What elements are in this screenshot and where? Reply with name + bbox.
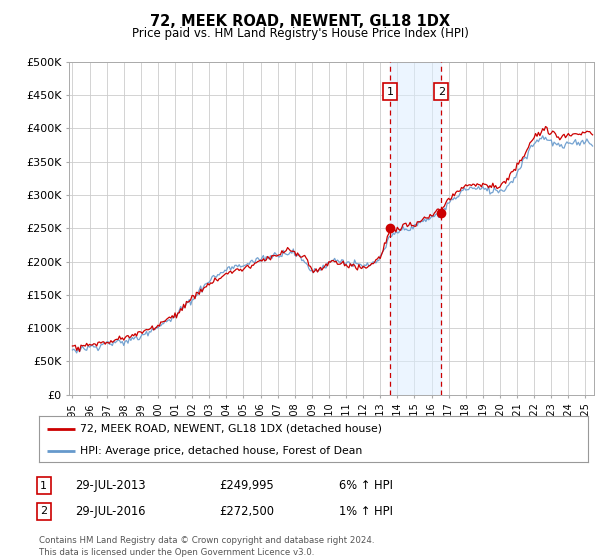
Text: 2: 2 <box>438 87 445 96</box>
Text: HPI: Average price, detached house, Forest of Dean: HPI: Average price, detached house, Fore… <box>80 446 362 455</box>
Bar <box>390 62 441 395</box>
Text: 1: 1 <box>386 87 394 96</box>
Text: 29-JUL-2013: 29-JUL-2013 <box>75 479 146 492</box>
Text: 1: 1 <box>40 480 47 491</box>
Text: 72, MEEK ROAD, NEWENT, GL18 1DX (detached house): 72, MEEK ROAD, NEWENT, GL18 1DX (detache… <box>80 424 382 434</box>
Text: 6% ↑ HPI: 6% ↑ HPI <box>339 479 393 492</box>
Text: £272,500: £272,500 <box>219 505 274 518</box>
Text: 72, MEEK ROAD, NEWENT, GL18 1DX: 72, MEEK ROAD, NEWENT, GL18 1DX <box>150 14 450 29</box>
Text: 29-JUL-2016: 29-JUL-2016 <box>75 505 146 518</box>
Text: £249,995: £249,995 <box>219 479 274 492</box>
Text: Contains HM Land Registry data © Crown copyright and database right 2024.
This d: Contains HM Land Registry data © Crown c… <box>39 536 374 557</box>
Text: 1% ↑ HPI: 1% ↑ HPI <box>339 505 393 518</box>
Text: 2: 2 <box>40 506 47 516</box>
Text: Price paid vs. HM Land Registry's House Price Index (HPI): Price paid vs. HM Land Registry's House … <box>131 27 469 40</box>
